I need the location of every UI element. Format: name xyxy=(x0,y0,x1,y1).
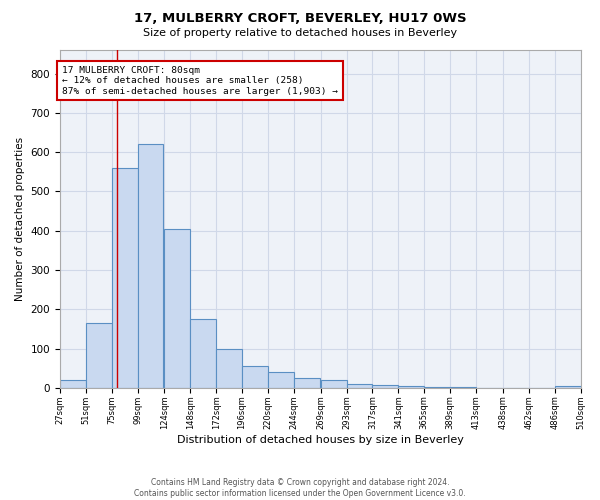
Bar xyxy=(347,384,373,388)
X-axis label: Distribution of detached houses by size in Beverley: Distribution of detached houses by size … xyxy=(177,435,464,445)
Bar xyxy=(268,372,294,388)
Bar xyxy=(112,168,137,388)
Bar xyxy=(373,385,398,388)
Y-axis label: Number of detached properties: Number of detached properties xyxy=(15,137,25,301)
Bar xyxy=(450,387,476,388)
Bar xyxy=(190,319,216,388)
Bar xyxy=(398,386,424,388)
Text: 17 MULBERRY CROFT: 80sqm
← 12% of detached houses are smaller (258)
87% of semi-: 17 MULBERRY CROFT: 80sqm ← 12% of detach… xyxy=(62,66,338,96)
Bar xyxy=(424,387,450,388)
Text: 17, MULBERRY CROFT, BEVERLEY, HU17 0WS: 17, MULBERRY CROFT, BEVERLEY, HU17 0WS xyxy=(134,12,466,26)
Bar xyxy=(321,380,347,388)
Bar xyxy=(294,378,320,388)
Bar xyxy=(554,386,581,388)
Bar xyxy=(86,323,112,388)
Text: Size of property relative to detached houses in Beverley: Size of property relative to detached ho… xyxy=(143,28,457,38)
Bar xyxy=(216,348,242,388)
Text: Contains HM Land Registry data © Crown copyright and database right 2024.
Contai: Contains HM Land Registry data © Crown c… xyxy=(134,478,466,498)
Bar xyxy=(164,229,190,388)
Bar xyxy=(60,380,86,388)
Bar xyxy=(242,366,268,388)
Bar xyxy=(137,144,163,388)
